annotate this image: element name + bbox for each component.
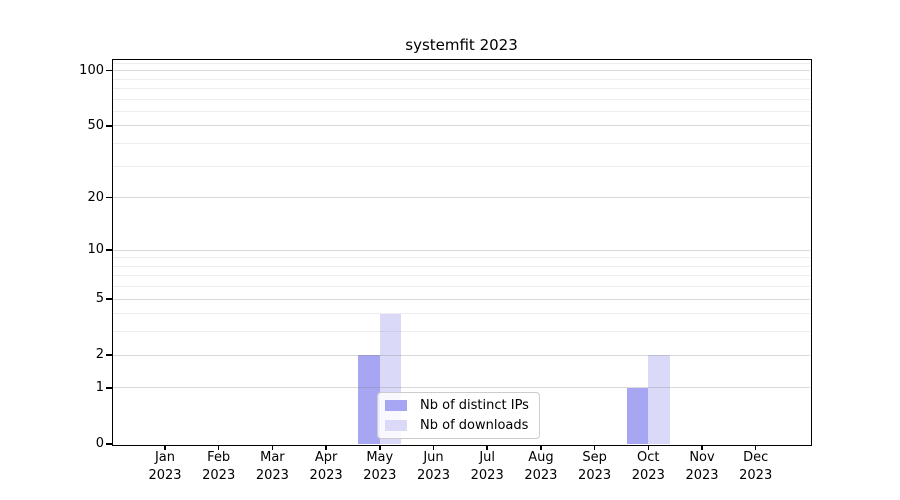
y-tick-label-10: 10: [87, 242, 104, 257]
minor-gridline-40: [113, 143, 810, 145]
y-tick-label-5: 5: [95, 291, 104, 307]
minor-gridline-60: [113, 110, 810, 112]
y-tick-label-1: 1: [95, 379, 104, 395]
x-tick-month: Dec: [743, 450, 769, 465]
minor-gridline-80: [113, 87, 810, 89]
x-tick-label-mar: Mar 2023: [242, 449, 302, 484]
x-tick-label-apr: Apr 2023: [296, 449, 356, 484]
legend-label-distinct-ips: Nb of distinct IPs: [420, 398, 529, 413]
major-gridline-50: [113, 125, 810, 127]
x-tick-month: Nov: [689, 450, 715, 465]
x-tick-label-jul: Jul 2023: [457, 449, 517, 484]
legend-row-distinct-ips: Nb of distinct IPs: [385, 398, 529, 413]
y-tick-mark-100: [105, 69, 112, 72]
x-tick-label-jan: Jan 2023: [135, 449, 195, 484]
minor-gridline-8: [113, 265, 810, 267]
y-tick-label-20: 20: [87, 189, 104, 205]
x-tick-month: Mar: [260, 450, 285, 465]
x-tick-mark-jun: [432, 445, 435, 450]
minor-gridline-90: [113, 78, 810, 80]
legend-row-downloads: Nb of downloads: [385, 418, 529, 433]
legend-label-downloads: Nb of downloads: [420, 418, 529, 433]
x-tick-month: Aug: [528, 450, 554, 465]
x-tick-month: Jun: [423, 450, 444, 465]
x-tick-mark-sep: [593, 445, 596, 450]
minor-gridline-4: [113, 313, 810, 315]
y-tick-label-50: 50: [87, 117, 104, 133]
x-tick-month: Jul: [479, 450, 496, 465]
minor-gridline-110: [113, 62, 810, 64]
y-tick-label-0: 0: [95, 436, 104, 451]
x-tick-mark-jul: [486, 445, 488, 450]
y-tick-mark-50: [105, 125, 112, 127]
plot-area: [111, 58, 812, 446]
x-tick-label-dec: Dec 2023: [726, 449, 786, 484]
y-tick-mark-10: [105, 249, 112, 251]
x-tick-mark-dec: [754, 445, 757, 450]
major-gridline-1: [113, 387, 810, 389]
minor-gridline-7: [113, 275, 810, 277]
y-tick-mark-0: [105, 443, 112, 445]
legend-swatch-distinct-ips: [385, 400, 407, 411]
y-tick-mark-2: [105, 354, 112, 356]
y-tick-label-2: 2: [95, 347, 104, 363]
x-tick-label-aug: Aug 2023: [511, 449, 571, 484]
x-tick-month: Jan: [154, 450, 176, 465]
x-tick-mark-aug: [540, 445, 542, 450]
x-tick-year: 2023: [739, 467, 773, 483]
major-gridline-100: [113, 70, 810, 72]
x-tick-label-nov: Nov 2023: [672, 449, 732, 484]
y-tick-mark-5: [105, 298, 112, 300]
x-tick-month: Sep: [582, 450, 607, 465]
x-tick-mark-mar: [271, 445, 274, 450]
x-tick-label-oct: Oct 2023: [618, 449, 678, 484]
major-gridline-5: [113, 298, 810, 300]
x-tick-month: Feb: [207, 450, 231, 465]
x-tick-label-sep: Sep 2023: [565, 449, 625, 484]
x-tick-mark-oct: [647, 445, 650, 450]
x-tick-mark-apr: [325, 445, 327, 450]
minor-gridline-6: [113, 286, 810, 288]
bar-downloads-oct-2023: [648, 355, 670, 444]
x-tick-year: 2023: [416, 467, 451, 483]
minor-gridline-3: [113, 331, 810, 333]
x-tick-mark-feb: [217, 445, 220, 450]
x-tick-year: 2023: [309, 467, 343, 483]
x-tick-year: 2023: [685, 467, 719, 483]
major-gridline-10: [113, 249, 810, 251]
y-tick-mark-1: [105, 387, 112, 389]
x-tick-year: 2023: [524, 467, 558, 483]
x-tick-year: 2023: [148, 467, 182, 483]
x-tick-label-jun: Jun 2023: [404, 449, 464, 484]
legend: Nb of distinct IPs Nb of downloads: [377, 392, 540, 439]
minor-gridline-9: [113, 257, 810, 259]
minor-gridline-30: [113, 165, 810, 167]
x-tick-year: 2023: [578, 467, 612, 483]
x-tick-month: Oct: [637, 450, 660, 465]
y-tick-mark-20: [105, 196, 112, 199]
bar-distinct-ips-oct-2023: [626, 387, 649, 444]
major-gridline-2: [113, 354, 810, 356]
x-tick-mark-nov: [701, 445, 703, 450]
y-tick-label-100: 100: [79, 62, 104, 78]
x-tick-label-feb: Feb 2023: [189, 449, 249, 484]
minor-gridline-70: [113, 98, 810, 100]
x-tick-year: 2023: [631, 467, 665, 483]
x-tick-month: Apr: [314, 450, 338, 465]
x-tick-year: 2023: [363, 467, 397, 483]
major-gridline-20: [113, 197, 810, 199]
bar-distinct-ips-may-2023: [358, 355, 380, 444]
x-tick-year: 2023: [202, 467, 236, 483]
x-tick-mark-may: [379, 445, 381, 450]
x-tick-year: 2023: [255, 467, 289, 483]
chart-title: systemfit 2023: [405, 36, 518, 54]
x-tick-label-may: May 2023: [350, 449, 410, 484]
legend-swatch-downloads: [385, 420, 407, 431]
x-tick-mark-jan: [164, 445, 166, 450]
x-tick-year: 2023: [470, 467, 504, 483]
x-tick-month: May: [366, 450, 394, 465]
